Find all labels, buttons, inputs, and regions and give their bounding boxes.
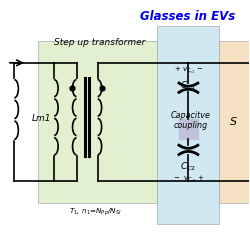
Bar (38, 41, 157, 203)
Text: S: S (230, 117, 237, 127)
Text: $C_{C1}$: $C_{C1}$ (180, 79, 196, 92)
Text: $T_1$, $n_1$=$N_{Pp}$/$N_{SI}$: $T_1$, $n_1$=$N_{Pp}$/$N_{SI}$ (69, 206, 122, 218)
Polygon shape (179, 119, 198, 139)
Text: Glasses in EVs: Glasses in EVs (140, 10, 235, 23)
Bar (220, 41, 250, 203)
Text: Lm1: Lm1 (32, 114, 52, 123)
Text: Capacitve
coupling: Capacitve coupling (171, 111, 211, 130)
Bar (157, 26, 220, 224)
Bar (179, 119, 198, 139)
Text: $C_{C2}$: $C_{C2}$ (180, 161, 196, 173)
Text: Step up transformer: Step up transformer (54, 38, 146, 47)
Text: −  $v_{C_{c2}}$ +: − $v_{C_{c2}}$ + (172, 174, 204, 185)
Text: + $v_{C_{c1}}$ −: + $v_{C_{c1}}$ − (174, 65, 203, 76)
